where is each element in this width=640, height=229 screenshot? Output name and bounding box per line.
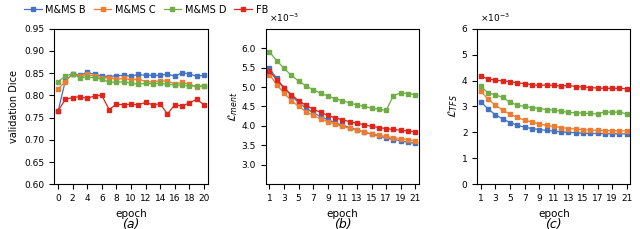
Legend: M&MS B, M&MS C, M&MS D, FB: M&MS B, M&MS C, M&MS D, FB: [24, 5, 268, 15]
Text: $\times 10^{-3}$: $\times 10^{-3}$: [480, 12, 510, 25]
X-axis label: epoch: epoch: [538, 209, 570, 219]
Y-axis label: validation Dice: validation Dice: [9, 70, 19, 143]
Text: (a): (a): [122, 218, 140, 229]
X-axis label: epoch: epoch: [326, 209, 358, 219]
Y-axis label: $\mathcal{L}_{ment}$: $\mathcal{L}_{ment}$: [227, 91, 240, 122]
Text: (c): (c): [545, 218, 562, 229]
Text: $\times 10^{-3}$: $\times 10^{-3}$: [269, 12, 299, 25]
Y-axis label: $\mathcal{L}_{TFS}$: $\mathcal{L}_{TFS}$: [447, 95, 460, 118]
Text: (b): (b): [333, 218, 351, 229]
X-axis label: epoch: epoch: [115, 209, 147, 219]
